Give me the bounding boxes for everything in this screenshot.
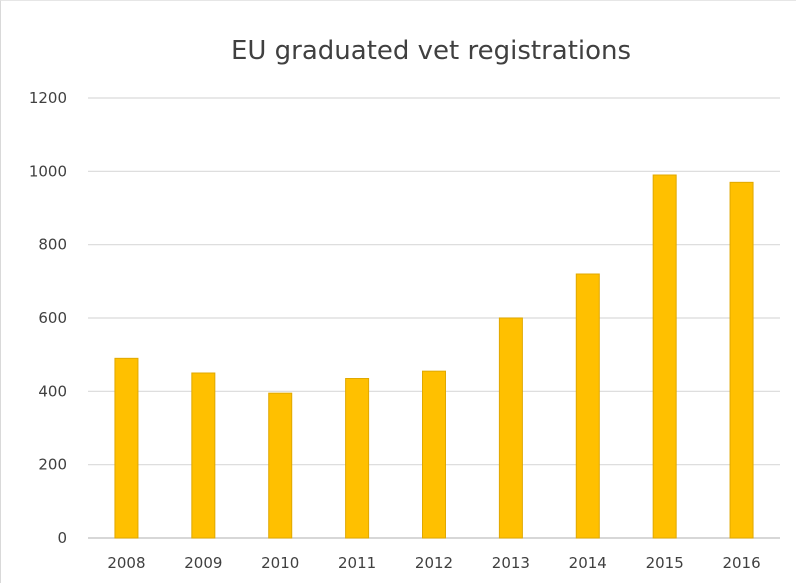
x-tick-label: 2009	[184, 554, 222, 572]
y-tick-label: 200	[38, 456, 67, 474]
y-tick-label: 800	[38, 236, 67, 254]
bar-2012	[422, 370, 446, 539]
bar-2010	[268, 392, 293, 539]
bar-2011	[345, 378, 370, 539]
y-tick-label: 1000	[29, 162, 67, 180]
x-axis-ticks: 2008 2009 2010 2011 2012 2013 2014 2015 2016	[107, 554, 760, 572]
y-tick-label: 600	[38, 309, 67, 327]
x-tick-label: 2014	[569, 554, 607, 572]
x-tick-label: 2008	[107, 554, 145, 572]
y-tick-label: 0	[57, 529, 67, 547]
y-tick-label: 1200	[29, 89, 67, 107]
chart-title: EU graduated vet registrations	[231, 36, 631, 66]
x-tick-label: 2010	[261, 554, 299, 572]
y-axis-ticks: 0 200 400 600 800 1000 1200	[29, 89, 67, 547]
bars	[114, 174, 754, 539]
bar-2014	[575, 273, 600, 539]
x-tick-label: 2016	[722, 554, 760, 572]
bar-2015	[652, 174, 677, 539]
x-tick-label: 2013	[492, 554, 530, 572]
bar-2008	[114, 357, 139, 539]
bar-2009	[191, 372, 216, 539]
x-tick-label: 2011	[338, 554, 376, 572]
x-tick-label: 2015	[646, 554, 684, 572]
bar-2013	[498, 317, 523, 539]
y-tick-label: 400	[38, 382, 67, 400]
bar-2016	[729, 181, 754, 539]
x-tick-label: 2012	[415, 554, 453, 572]
